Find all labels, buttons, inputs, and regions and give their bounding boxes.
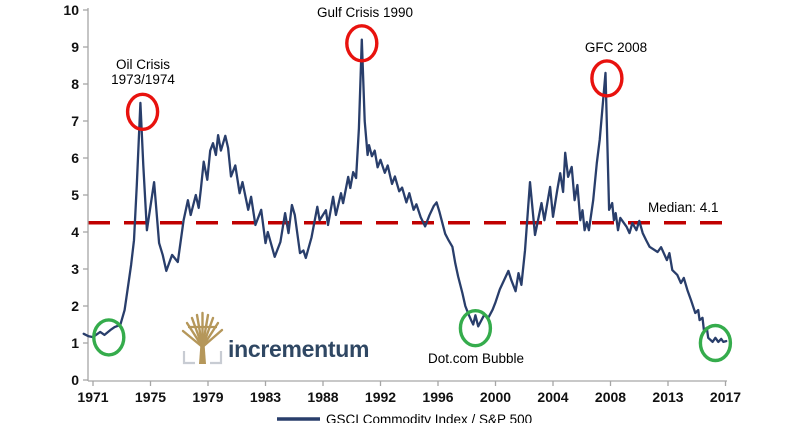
x-tick-label: 1979 xyxy=(192,389,223,405)
y-tick-label: 7 xyxy=(71,113,79,129)
logo-text: incrementum xyxy=(228,336,369,362)
y-axis: 0 1 2 3 4 5 6 7 8 9 10 xyxy=(63,2,89,388)
bracket-left xyxy=(182,351,195,365)
y-tick-label: 3 xyxy=(71,261,79,277)
x-tick-label: 1971 xyxy=(77,389,108,405)
gfc-label: GFC 2008 xyxy=(585,40,647,55)
start-low-circle xyxy=(92,318,126,357)
x-tick-label: 1988 xyxy=(307,389,338,405)
y-tick-label: 2 xyxy=(71,298,79,314)
series-line xyxy=(82,38,728,344)
tree-trunk xyxy=(199,343,206,364)
y-tick-label: 5 xyxy=(71,187,79,203)
logo: incrementum xyxy=(181,311,369,365)
x-tick-label: 2000 xyxy=(480,389,511,405)
dotcom-bubble-label: Dot.com Bubble xyxy=(428,351,524,366)
legend-label: GSCI Commodity Index / S&P 500 xyxy=(326,412,532,423)
x-tick-label: 1996 xyxy=(422,389,453,405)
y-tick-label: 6 xyxy=(71,150,79,166)
x-axis: 1971 1975 1979 1983 1988 1992 1996 2000 2004 2008… xyxy=(77,380,741,405)
bracket-right xyxy=(210,351,223,365)
x-tick-label: 1975 xyxy=(135,389,166,405)
oil-crisis-label-line1: Oil Crisis xyxy=(116,57,170,72)
y-tick-label: 9 xyxy=(71,39,79,55)
gulf-circle xyxy=(345,24,379,63)
event-labels: Oil Crisis 1973/1974 Gulf Crisis 1990 GF… xyxy=(111,5,718,366)
tree-branch xyxy=(201,328,224,349)
oil-crisis-label-line2: 1973/1974 xyxy=(111,72,175,87)
median-label: Median: 4.1 xyxy=(648,200,719,215)
end-low-circle xyxy=(698,323,733,363)
legend: GSCI Commodity Index / S&P 500 xyxy=(277,412,532,423)
x-tick-label: 2017 xyxy=(710,389,741,405)
oil-circle xyxy=(125,92,160,132)
x-tick-label: 2013 xyxy=(652,389,683,405)
gfc-circle xyxy=(590,59,624,98)
x-tick-label: 2004 xyxy=(537,389,568,405)
y-tick-label: 10 xyxy=(63,2,79,18)
y-tick-label: 0 xyxy=(71,372,79,388)
y-tick-label: 1 xyxy=(71,335,79,351)
gulf-crisis-label: Gulf Crisis 1990 xyxy=(317,5,413,20)
x-tick-label: 1992 xyxy=(365,389,396,405)
y-tick-label: 8 xyxy=(71,76,79,92)
logo-tree-icon xyxy=(181,311,224,365)
event-circles xyxy=(92,24,733,363)
x-tick-label: 1983 xyxy=(250,389,281,405)
x-tick-label: 2008 xyxy=(595,389,626,405)
y-tick-label: 4 xyxy=(71,224,79,240)
tree-branch xyxy=(181,329,204,349)
dotcom-circle xyxy=(458,309,493,348)
